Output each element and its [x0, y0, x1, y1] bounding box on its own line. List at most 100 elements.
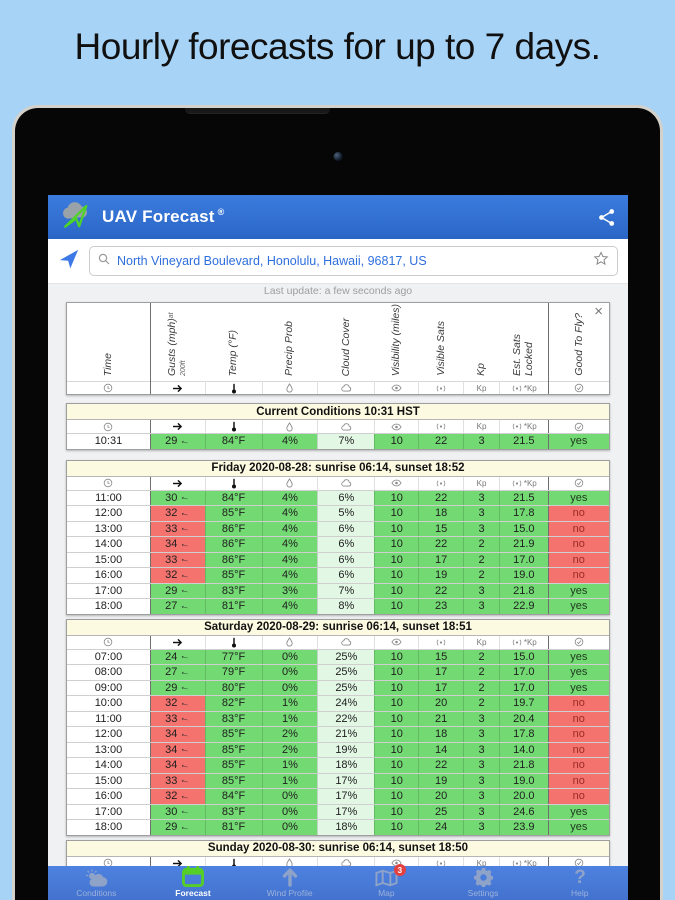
column-icons-row: Kp *Kp [67, 635, 609, 649]
cell-temp: 86°F [204, 537, 262, 552]
wind-direction-arrow: ← [179, 758, 192, 772]
eye-icon [374, 635, 418, 649]
cell-precip: 1% [261, 696, 318, 711]
cell-gusts: 24 ← [149, 649, 205, 664]
cell-cloud: 22% [317, 711, 375, 726]
cell-time: 17:00 [67, 804, 150, 819]
forecast-section: Friday 2020-08-28: sunrise 06:14, sunset… [66, 459, 610, 615]
nav-item-wind-profile[interactable]: Wind Profile [241, 866, 338, 900]
cell-visibility: 10 [374, 820, 419, 835]
cell-good-to-fly: yes [547, 583, 609, 598]
wind-direction-arrow: ← [179, 599, 192, 613]
column-header-visible-sats: Visible Sats [418, 303, 464, 394]
cell-good-to-fly: yes [547, 434, 609, 449]
cell-time: 13:00 [67, 521, 150, 536]
cell-good-to-fly: yes [547, 649, 609, 664]
cell-kp: 3 [463, 804, 499, 819]
column-header-precip: Precip Prob [261, 303, 318, 394]
close-icon[interactable]: × [594, 303, 603, 320]
kp-icon: Kp [463, 635, 499, 649]
front-camera [333, 152, 342, 161]
cell-cloud: 25% [317, 649, 375, 664]
cell-cloud: 5% [317, 506, 375, 521]
app-title: UAV Forecast ® [102, 207, 225, 226]
cell-cloud: 17% [317, 804, 375, 819]
cell-est-sats: 24.6 [498, 804, 548, 819]
cell-time: 11:00 [67, 490, 150, 505]
gps-locate-icon[interactable] [58, 248, 80, 275]
column-header-good-to-fly: Good To Fly? [547, 303, 609, 394]
cell-time: 09:00 [67, 680, 150, 695]
cell-visibility: 10 [374, 599, 419, 614]
table-row: 10:00 32 ← 82°F 1% 24% 10 20 2 19.7 no [67, 695, 609, 711]
cell-visibility: 10 [374, 521, 419, 536]
cell-visible-sats: 19 [418, 773, 464, 788]
share-icon[interactable] [597, 208, 616, 227]
cell-kp: 2 [463, 665, 499, 680]
cell-gusts: 27 ← [149, 665, 205, 680]
favorite-star-icon[interactable] [593, 250, 609, 272]
cell-temp: 85°F [204, 506, 262, 521]
column-label: Precip Prob [283, 321, 296, 376]
column-label: Visible Sats [434, 321, 447, 376]
cell-temp: 81°F [204, 599, 262, 614]
cell-est-sats: 21.9 [498, 537, 548, 552]
nav-item-settings[interactable]: Settings [435, 866, 532, 900]
wind-direction-arrow: ← [179, 665, 192, 679]
bottom-navigation: Conditions Forecast Wind Profile 3 Map Settin… [48, 864, 628, 900]
cell-gusts: 32 ← [149, 789, 205, 804]
cell-kp: 2 [463, 680, 499, 695]
cell-cloud: 6% [317, 521, 375, 536]
nav-item-help[interactable]: ? Help [531, 866, 628, 900]
table-row: 17:00 29 ← 83°F 3% 7% 10 22 3 21.8 yes [67, 582, 609, 598]
cell-visible-sats: 25 [418, 804, 464, 819]
cell-visible-sats: 22 [418, 434, 464, 449]
cell-time: 16:00 [67, 568, 150, 583]
cell-cloud: 7% [317, 583, 375, 598]
help-icon: ? [573, 867, 587, 887]
cell-good-to-fly: yes [547, 490, 609, 505]
column-header-temp: Temp (°F) [204, 303, 262, 394]
thermometer-icon [204, 476, 262, 490]
cell-temp: 83°F [204, 711, 262, 726]
cell-est-sats: 21.8 [498, 758, 548, 773]
cell-visible-sats: 15 [418, 521, 464, 536]
cell-cloud: 24% [317, 696, 375, 711]
cell-visibility: 10 [374, 434, 419, 449]
table-row: 16:00 32 ← 84°F 0% 17% 10 20 3 20.0 no [67, 788, 609, 804]
cell-kp: 3 [463, 789, 499, 804]
table-row: 15:00 33 ← 86°F 4% 6% 10 17 2 17.0 no [67, 551, 609, 567]
search-icon [98, 252, 110, 270]
day-header: Friday 2020-08-28: sunrise 06:14, sunset… [67, 460, 609, 477]
nav-item-map[interactable]: 3 Map [338, 864, 435, 900]
cell-cloud: 8% [317, 599, 375, 614]
tablet-frame: UAV Forecast ® North Vineyard Boulevard, … [12, 105, 663, 900]
cell-good-to-fly: no [547, 696, 609, 711]
table-row: 11:00 30 ← 84°F 4% 6% 10 22 3 21.5 yes [67, 489, 609, 505]
cell-gusts: 34 ← [149, 537, 205, 552]
satellite-icon [418, 476, 463, 490]
notification-badge: 3 [393, 864, 406, 876]
cell-est-sats: 17.0 [498, 680, 548, 695]
location-bar: North Vineyard Boulevard, Honolulu, Hawa… [48, 239, 628, 284]
cell-gusts: 29 ← [149, 583, 205, 598]
cell-cloud: 7% [317, 434, 375, 449]
cell-temp: 85°F [204, 727, 262, 742]
nav-item-conditions[interactable]: Conditions [48, 866, 145, 900]
cell-temp: 84°F [204, 789, 262, 804]
cell-visible-sats: 17 [418, 680, 464, 695]
cell-precip: 4% [261, 568, 318, 583]
cell-precip: 1% [261, 758, 318, 773]
nav-item-forecast[interactable]: Forecast [145, 866, 242, 900]
cell-kp: 3 [463, 434, 499, 449]
cell-time: 10:00 [67, 696, 150, 711]
cell-good-to-fly: no [547, 789, 609, 804]
wind-direction-arrow: ← [179, 774, 192, 788]
cell-visibility: 10 [374, 680, 419, 695]
table-row: 10:31 29 ← 84°F 4% 7% 10 22 3 21.5 yes [67, 433, 609, 449]
location-search-input[interactable]: North Vineyard Boulevard, Honolulu, Hawa… [89, 246, 618, 276]
table-row: 16:00 32 ← 85°F 4% 6% 10 19 2 19.0 no [67, 567, 609, 583]
cell-visibility: 10 [374, 649, 419, 664]
cell-visibility: 10 [374, 711, 419, 726]
cell-visible-sats: 17 [418, 665, 464, 680]
